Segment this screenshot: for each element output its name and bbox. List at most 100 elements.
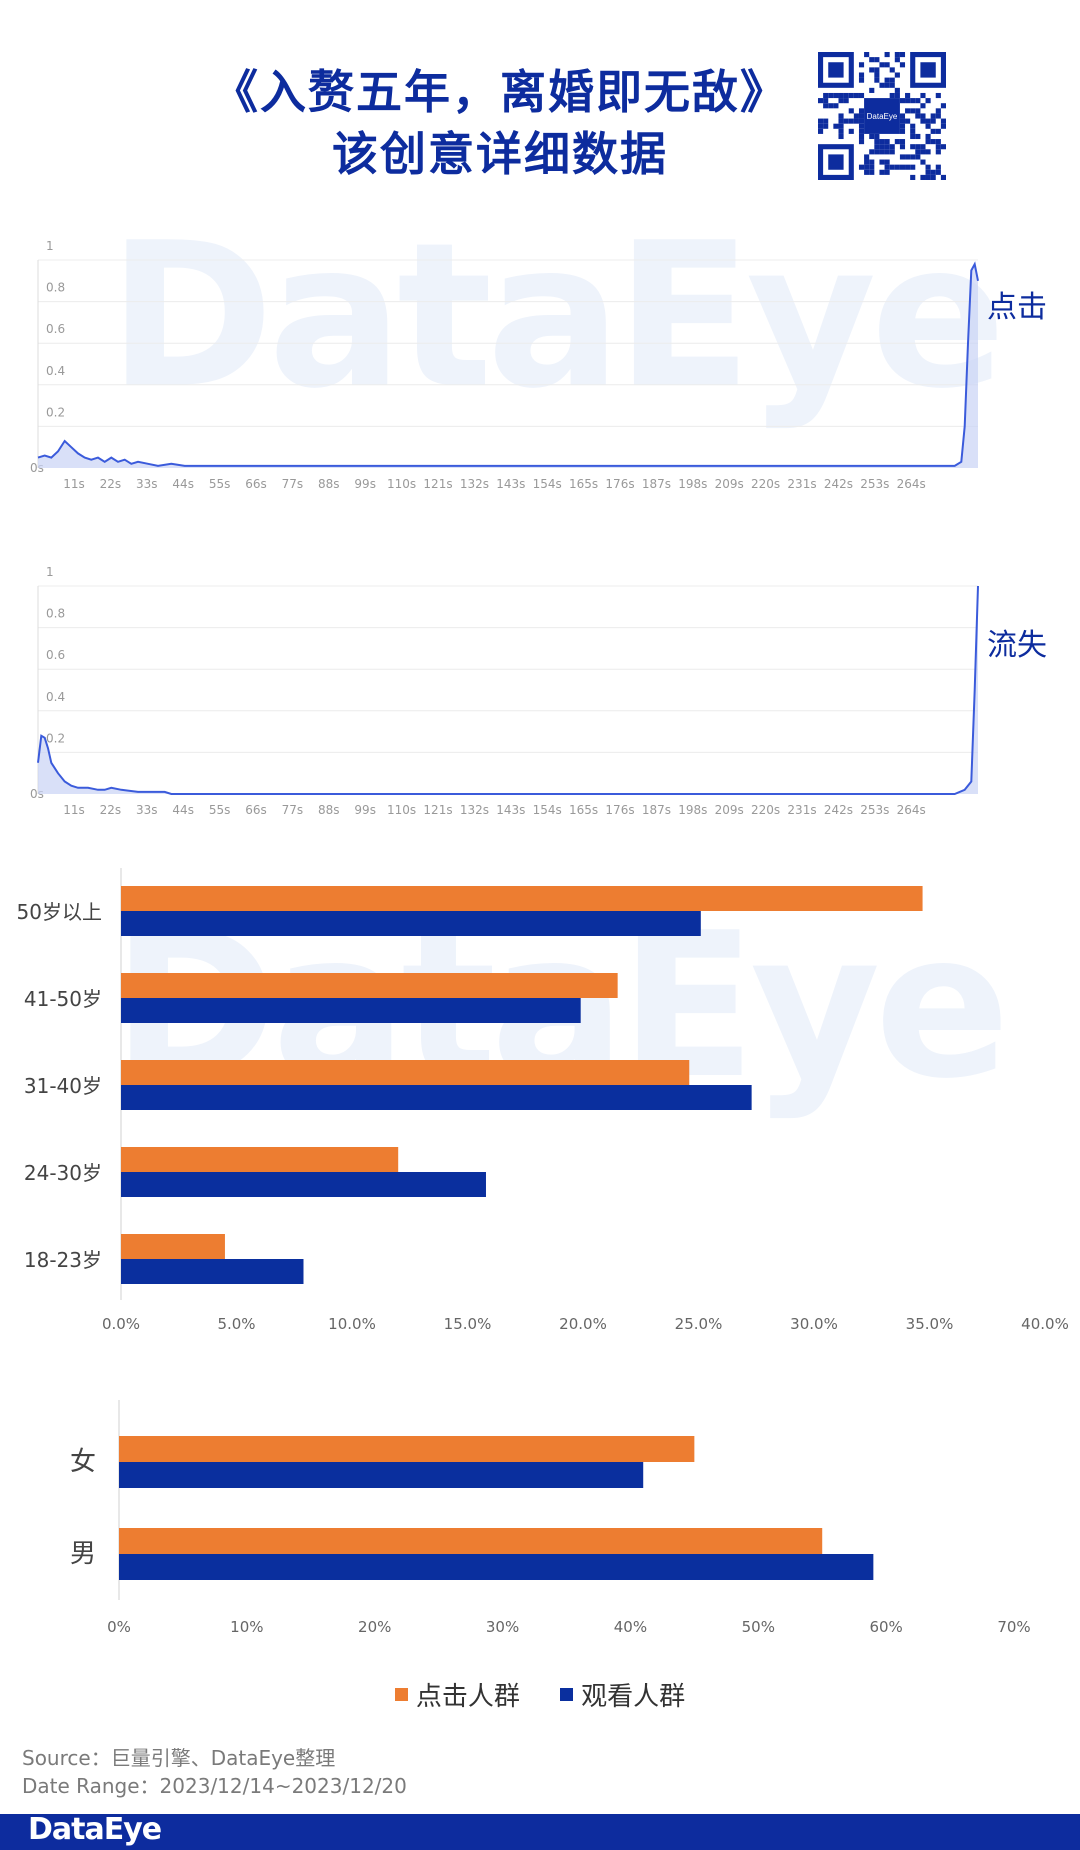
x-tick-label: 143s [496, 803, 525, 817]
bar-click [119, 1528, 823, 1554]
qr-module [910, 123, 916, 129]
x-tick-label: 40% [614, 1618, 647, 1636]
qr-module [899, 123, 906, 129]
x-tick-label: 198s [678, 803, 707, 817]
category-label: 18-23岁 [24, 1248, 102, 1272]
qr-module [828, 103, 834, 109]
qr-module [899, 154, 906, 160]
x-tick-label: 88s [318, 803, 340, 817]
qr-module [915, 113, 921, 119]
qr-module [930, 128, 936, 134]
qr-module [940, 118, 946, 124]
bar-click [119, 1436, 695, 1462]
qr-module [889, 164, 895, 170]
qr-module [853, 118, 859, 124]
qr-module [940, 144, 946, 150]
qr-module [838, 118, 844, 124]
x-tick-label: 44s [172, 803, 194, 817]
category-label: 男 [70, 1539, 96, 1569]
qr-module [910, 174, 916, 180]
qr-module [874, 67, 880, 73]
qr-module [879, 139, 885, 145]
qr-module [823, 98, 829, 104]
chart-legend: 点击人群 观看人群 [0, 1676, 1080, 1713]
qr-module [899, 139, 906, 145]
qr-module [858, 72, 865, 78]
qr-module [935, 92, 941, 99]
bar-view [121, 1085, 752, 1110]
qr-module [899, 118, 906, 124]
category-label: 41-50岁 [24, 987, 102, 1011]
qr-module [833, 103, 839, 109]
qr-module [848, 108, 854, 114]
qr-module [869, 87, 875, 93]
qr-module [935, 139, 941, 145]
x-tick-label: 44s [172, 477, 194, 491]
x-tick-label: 165s [569, 477, 598, 491]
x-tick-label: 121s [423, 477, 452, 491]
gender-distribution-chart: 女男 0% 10% 20% 30% 40% 50% 60% 70% [70, 1400, 1031, 1636]
qr-module [930, 118, 936, 124]
qr-module [869, 159, 875, 165]
x-tick-label: 187s [642, 477, 671, 491]
y-tick-label: 0.6 [46, 322, 65, 336]
qr-module [884, 144, 890, 150]
qr-module [905, 154, 911, 160]
qr-module [874, 77, 880, 83]
qr-module [874, 149, 880, 155]
qr-module [889, 77, 895, 83]
x-tick-label: 110s [387, 477, 416, 491]
qr-finder-inner [920, 62, 936, 78]
qr-module [915, 108, 921, 114]
x-tick-label: 11s [63, 477, 85, 491]
qr-module [905, 98, 911, 104]
qr-module [910, 133, 916, 140]
qr-module [884, 149, 890, 155]
qr-module [879, 159, 885, 165]
click-chart-label: 点击 [987, 290, 1047, 325]
x-tick-label: 5.0% [217, 1315, 255, 1330]
x-tick-label: 242s [824, 477, 853, 491]
qr-module [935, 108, 941, 114]
qr-module [920, 92, 926, 99]
qr-module [920, 144, 926, 150]
qr-module [915, 149, 921, 155]
y-tick-label: 1 [46, 239, 54, 253]
x-tick-label: 253s [860, 803, 889, 817]
qr-module [935, 128, 941, 134]
qr-module [940, 174, 946, 180]
qr-module [858, 164, 865, 170]
qr-module [848, 128, 854, 134]
bar-view [121, 998, 581, 1023]
qr-module [910, 98, 916, 104]
qr-center-label: DataEye [867, 112, 898, 121]
legend-label-view: 观看人群 [581, 1682, 686, 1712]
qr-module [858, 133, 865, 140]
x-tick-label: 110s [387, 803, 416, 817]
qr-module [935, 113, 941, 119]
qr-module [905, 118, 911, 124]
bar-click [121, 1234, 225, 1259]
x-tick-label: 264s [897, 803, 926, 817]
series-area [38, 264, 978, 468]
qr-module [905, 108, 911, 114]
x-tick-label: 70% [997, 1618, 1030, 1636]
qr-module [894, 92, 900, 99]
qr-module [858, 92, 865, 99]
legend-swatch-click [394, 1688, 408, 1701]
qr-module [910, 154, 916, 160]
series-area [38, 586, 978, 794]
qr-module [894, 52, 900, 58]
qr-module [894, 72, 900, 78]
qr-module [915, 133, 921, 140]
qr-module [864, 154, 870, 160]
category-label: 24-30岁 [24, 1161, 102, 1185]
qr-module [889, 92, 895, 99]
qr-module [869, 57, 875, 63]
qr-module [920, 118, 926, 124]
qr-module [838, 92, 844, 99]
qr-module [858, 62, 865, 68]
qr-module [818, 118, 824, 124]
qr-module [818, 98, 824, 104]
legend-item-view: 观看人群 [560, 1676, 685, 1713]
